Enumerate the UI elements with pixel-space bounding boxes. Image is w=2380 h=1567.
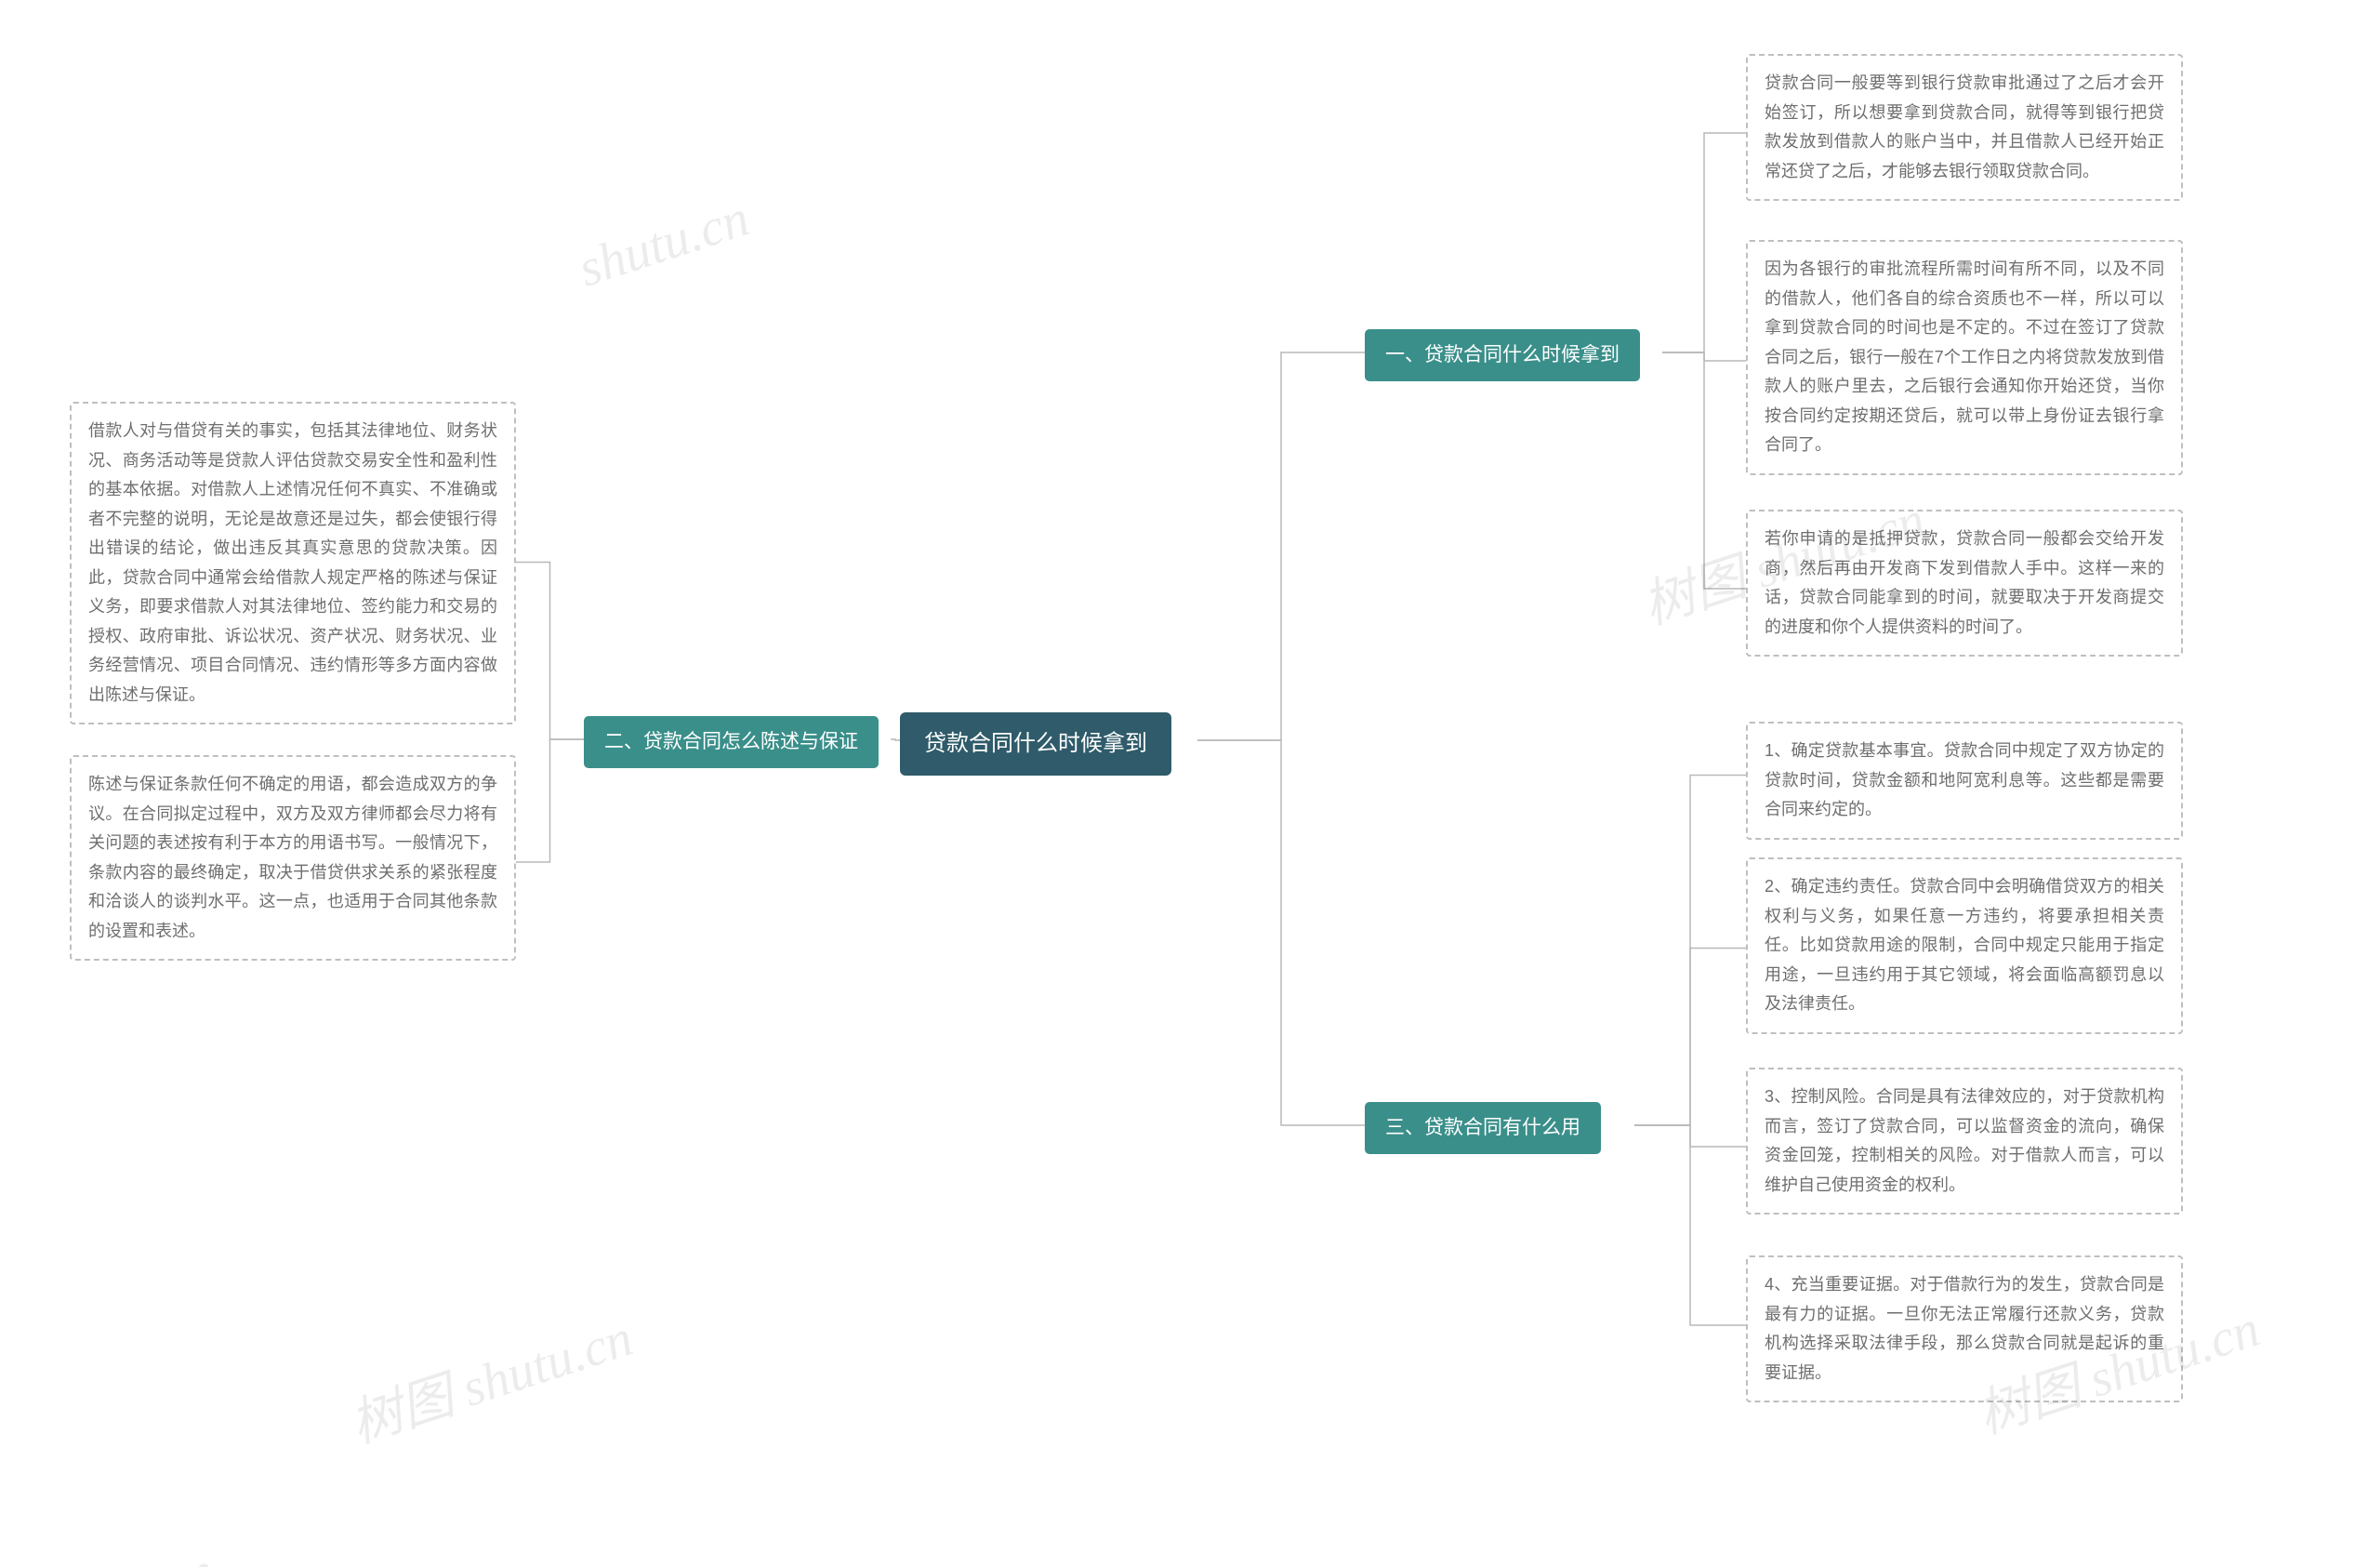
watermark-0: shutu.cn — [572, 188, 757, 299]
branch-node-b2: 二、贷款合同怎么陈述与保证 — [584, 716, 879, 768]
leaf-node-b3-1: 2、确定违约责任。贷款合同中会明确借贷双方的相关权利与义务，如果任意一方违约，将… — [1746, 857, 2183, 1034]
leaf-node-b3-2: 3、控制风险。合同是具有法律效应的，对于贷款机构而言，签订了贷款合同，可以监督资… — [1746, 1068, 2183, 1215]
branch-node-b1: 一、贷款合同什么时候拿到 — [1365, 329, 1640, 381]
leaf-node-b1-1: 因为各银行的审批流程所需时间有所不同，以及不同的借款人，他们各自的综合资质也不一… — [1746, 240, 2183, 475]
watermark-2: 树图 shutu.cn — [339, 1295, 641, 1457]
leaf-node-b3-3: 4、充当重要证据。对于借款行为的发生，贷款合同是最有力的证据。一旦你无法正常履行… — [1746, 1255, 2183, 1402]
watermark-4: 树图 shutu.cn — [0, 1528, 222, 1567]
leaf-node-b2-0: 借款人对与借贷有关的事实，包括其法律地位、财务状况、商务活动等是贷款人评估贷款交… — [70, 402, 516, 724]
leaf-node-b3-0: 1、确定贷款基本事宜。贷款合同中规定了双方协定的贷款时间，贷款金额和地阿宽利息等… — [1746, 722, 2183, 840]
leaf-node-b1-0: 贷款合同一般要等到银行贷款审批通过了之后才会开始签订，所以想要拿到贷款合同，就得… — [1746, 54, 2183, 201]
root-node: 贷款合同什么时候拿到 — [900, 712, 1171, 776]
leaf-node-b2-1: 陈述与保证条款任何不确定的用语，都会造成双方的争议。在合同拟定过程中，双方及双方… — [70, 755, 516, 961]
branch-node-b3: 三、贷款合同有什么用 — [1365, 1102, 1601, 1154]
leaf-node-b1-2: 若你申请的是抵押贷款，贷款合同一般都会交给开发商，然后再由开发商下发到借款人手中… — [1746, 510, 2183, 657]
